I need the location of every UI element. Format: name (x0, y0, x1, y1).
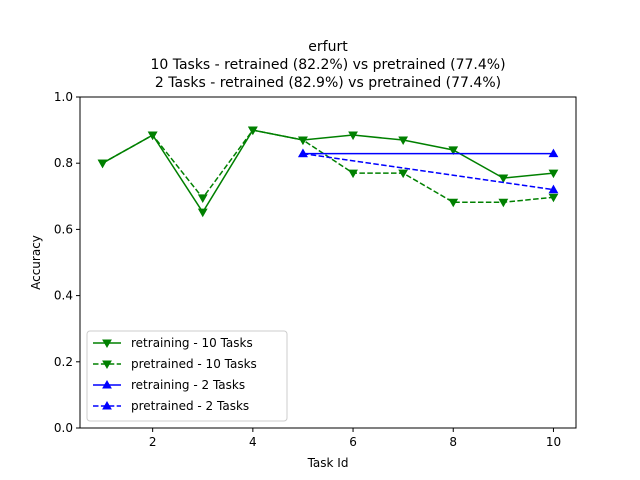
x-tick-label: 10 (546, 435, 561, 449)
series-layer (97, 126, 559, 218)
chart-subtitle-line-1: 10 Tasks - retrained (82.2%) vs pretrain… (150, 57, 505, 73)
y-axis-label: Accuracy (29, 235, 43, 290)
legend-label: pretrained - 2 Tasks (131, 399, 249, 413)
chart-title: erfurt (308, 39, 348, 55)
data-point (498, 198, 509, 208)
data-point (97, 159, 108, 169)
data-point (448, 198, 459, 208)
x-axis-label: Task Id (307, 456, 349, 470)
series-retraining-2-tasks (298, 148, 559, 158)
chart-subtitle-line-2: 2 Tasks - retrained (82.9%) vs pretraine… (155, 75, 501, 91)
legend-frame (86, 330, 288, 422)
legend-marker-swatch (102, 360, 112, 370)
y-tick-label: 0.0 (54, 421, 73, 435)
data-point (398, 169, 409, 179)
y-tick-label: 0.6 (54, 222, 73, 236)
y-tick-label: 0.2 (54, 355, 73, 369)
series-line (102, 129, 554, 214)
data-point (548, 193, 559, 203)
x-tick-label: 8 (449, 435, 457, 449)
series-line (102, 129, 554, 204)
data-point (298, 136, 308, 146)
plot-area-frame (79, 96, 577, 429)
data-point (197, 194, 208, 203)
legend-label: retraining - 10 Tasks (131, 336, 253, 350)
legend-item: pretrained - 10 Tasks (93, 357, 257, 371)
data-point (348, 169, 358, 179)
x-tick-label: 4 (249, 435, 257, 449)
series-retraining-10-tasks (97, 126, 559, 218)
y-tick-label: 0.8 (54, 156, 73, 170)
data-point (147, 131, 158, 141)
series-pretrained-10-tasks (97, 126, 559, 208)
data-point (548, 184, 559, 194)
data-point (398, 136, 409, 146)
data-point (197, 208, 208, 218)
series-line (302, 152, 554, 191)
legend: retraining - 10 Tasks pretrained - 10 Tas… (86, 330, 288, 422)
data-point (298, 148, 308, 158)
legend-item: retraining - 10 Tasks (93, 336, 253, 350)
y-tick-label: 0.4 (54, 289, 73, 303)
data-point (548, 169, 559, 179)
data-point (448, 146, 459, 155)
data-point (548, 148, 559, 158)
legend-marker-swatch (102, 379, 112, 389)
axis-layer: 2 4 6 8 10 0.0 0.2 0.4 0.6 0.8 1.0 (54, 90, 561, 449)
legend-label: retraining - 2 Tasks (131, 378, 245, 392)
data-point (498, 174, 509, 184)
legend-item: retraining - 2 Tasks (93, 378, 245, 392)
legend-marker-swatch (102, 339, 112, 349)
legend-marker-swatch (102, 400, 112, 410)
data-point (247, 126, 258, 136)
series-pretrained-2-tasks (298, 148, 559, 194)
data-point (348, 131, 358, 141)
legend-item: pretrained - 2 Tasks (93, 399, 249, 413)
x-tick-label: 2 (149, 435, 157, 449)
y-tick-label: 1.0 (54, 90, 73, 104)
x-tick-label: 6 (349, 435, 357, 449)
legend-label: pretrained - 10 Tasks (131, 357, 257, 371)
